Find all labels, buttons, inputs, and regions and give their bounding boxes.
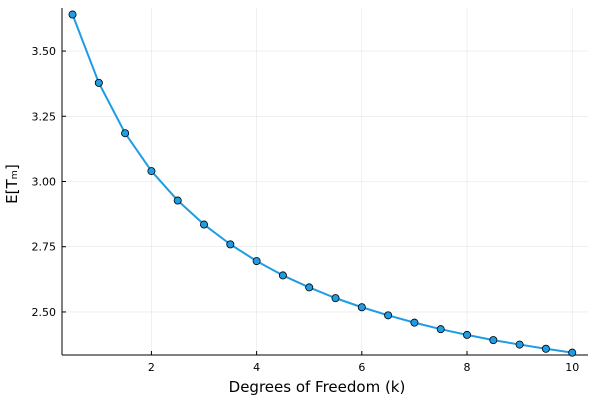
data-point xyxy=(384,311,393,320)
data-point xyxy=(436,325,445,334)
grid-lines xyxy=(62,8,588,355)
x-tick-label: 6 xyxy=(358,361,365,374)
data-point xyxy=(489,336,498,345)
series-line xyxy=(71,14,573,354)
tick-labels: 2 4 6 8 10 2.50 2.75 3.00 3.25 3.50 xyxy=(32,45,580,374)
data-point xyxy=(68,10,77,19)
data-point xyxy=(173,196,182,205)
data-point xyxy=(278,271,287,280)
x-tick-label: 4 xyxy=(253,361,260,374)
x-tick-label: 10 xyxy=(565,361,579,374)
y-tick-label: 3.00 xyxy=(32,176,57,189)
axes xyxy=(61,8,588,356)
x-tick-label: 8 xyxy=(464,361,471,374)
data-point xyxy=(252,257,261,266)
data-point xyxy=(357,303,366,312)
x-axis-label: Degrees of Freedom (k) xyxy=(229,378,406,396)
y-tick-label: 3.50 xyxy=(32,45,57,58)
data-point xyxy=(463,330,472,339)
data-series xyxy=(68,10,577,357)
data-point xyxy=(94,78,103,87)
data-point xyxy=(305,283,314,292)
data-point xyxy=(121,129,130,138)
data-point xyxy=(147,167,156,176)
y-tick-label: 2.75 xyxy=(32,241,57,254)
y-axis-label: E[Tₘ] xyxy=(3,164,21,204)
data-point xyxy=(226,240,235,249)
data-point xyxy=(541,344,550,353)
y-tick-label: 2.50 xyxy=(32,306,57,319)
data-point xyxy=(331,294,340,303)
data-point xyxy=(410,318,419,327)
x-tick-label: 2 xyxy=(148,361,155,374)
y-tick-label: 3.25 xyxy=(32,110,57,123)
data-point xyxy=(515,340,524,349)
data-point xyxy=(568,348,577,357)
data-point xyxy=(200,220,209,229)
